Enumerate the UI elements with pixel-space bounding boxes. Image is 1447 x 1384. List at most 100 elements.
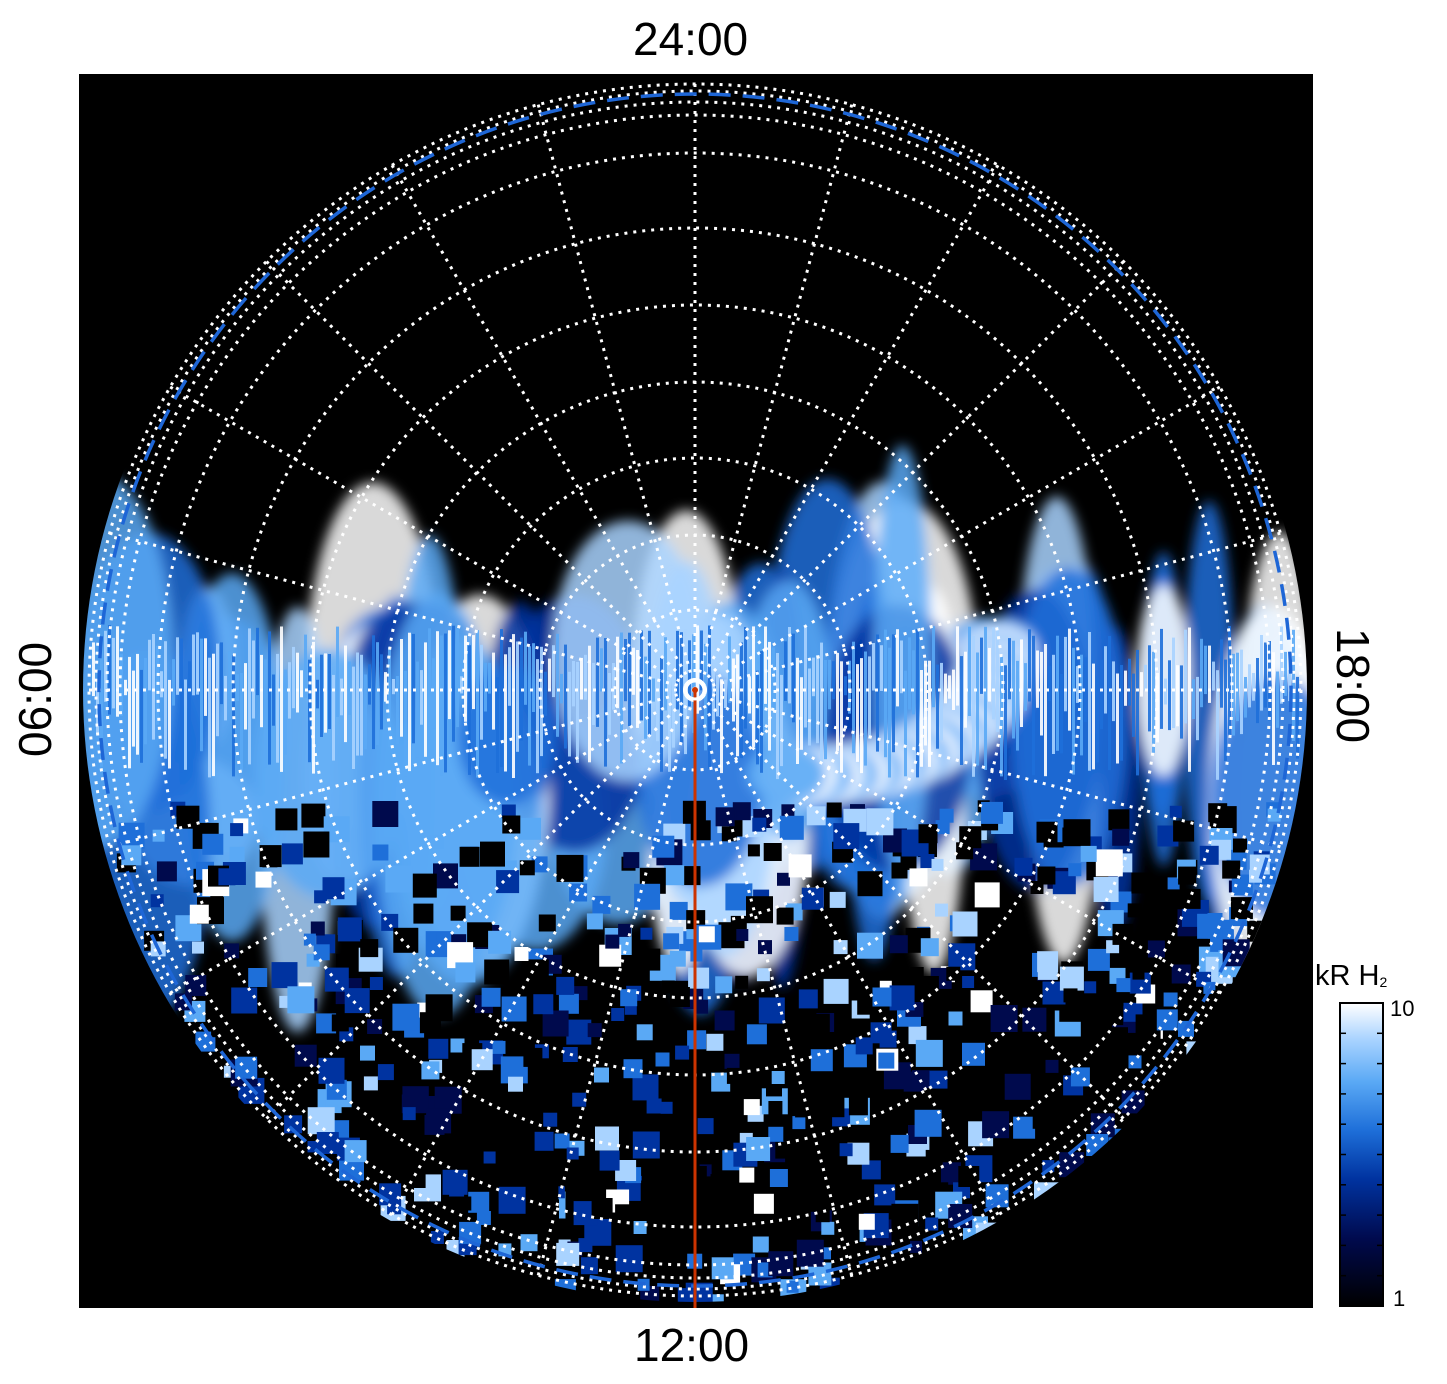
emission-spike <box>220 642 223 705</box>
emission-spike <box>280 626 283 772</box>
emission-pixel <box>847 1142 870 1165</box>
emission-spike <box>568 671 571 757</box>
emission-spike <box>540 646 543 757</box>
emission-pixel <box>798 989 818 1009</box>
emission-spike <box>1172 637 1175 729</box>
emission-spike <box>1072 647 1075 775</box>
emission-pixel <box>1045 1059 1059 1073</box>
emission-pixel <box>174 993 192 1011</box>
emission-pixel <box>457 1196 472 1211</box>
emission-spike <box>264 659 267 768</box>
emission-spike <box>760 651 763 773</box>
emission-spike <box>92 642 95 697</box>
emission-pixel <box>698 926 715 943</box>
emission-pixel <box>681 866 701 886</box>
emission-spike <box>472 635 475 710</box>
emission-pixel <box>971 975 985 989</box>
emission-spike <box>116 626 119 717</box>
emission-pixel <box>769 1169 788 1187</box>
emission-pixel <box>912 976 939 1002</box>
label-noon: 12:00 <box>634 1319 750 1371</box>
emission-spike <box>108 625 111 715</box>
emission-spike <box>900 640 903 694</box>
emission-pixel <box>890 1134 909 1153</box>
emission-pixel <box>908 1026 927 1045</box>
emission-spike <box>708 625 711 769</box>
emission-spike <box>1140 672 1143 697</box>
emission-spike <box>1256 658 1259 724</box>
emission-pixel <box>586 913 603 930</box>
emission-spike <box>1076 666 1079 703</box>
emission-spike <box>480 644 483 740</box>
emission-spike <box>1292 629 1295 741</box>
emission-pixel <box>152 829 165 842</box>
emission-pixel <box>520 1234 538 1252</box>
emission-pixel <box>709 1229 733 1253</box>
emission-pixel <box>1052 871 1076 895</box>
emission-pixel <box>591 1050 608 1067</box>
emission-pixel <box>421 1061 440 1080</box>
emission-pixel <box>1116 978 1131 993</box>
emission-pixel <box>784 927 799 941</box>
emission-spike <box>144 657 147 745</box>
emission-pixel <box>962 976 975 988</box>
emission-pixel <box>619 1090 632 1103</box>
emission-spike <box>368 664 371 705</box>
emission-pixel <box>1108 809 1130 831</box>
emission-spike <box>896 629 899 707</box>
emission-pixel <box>566 1147 579 1160</box>
emission-spike <box>1032 635 1035 776</box>
emission-pixel <box>918 824 938 844</box>
emission-pixel <box>1163 992 1178 1007</box>
emission-pixel <box>402 1165 426 1188</box>
emission-pixel <box>874 1184 896 1206</box>
emission-pixel <box>855 1037 873 1055</box>
emission-spike <box>324 653 327 733</box>
emission-pixel <box>826 802 842 818</box>
emission-pixel <box>514 947 529 961</box>
emission-spike <box>552 645 555 698</box>
emission-spike <box>808 668 811 746</box>
emission-spike <box>576 662 579 763</box>
emission-pixel <box>281 843 303 865</box>
emission-spike <box>1268 641 1271 721</box>
emission-pixel <box>1004 947 1022 965</box>
emission-spike <box>1112 661 1115 722</box>
emission-pixel <box>1180 888 1201 909</box>
emission-pixel <box>363 1076 378 1091</box>
emission-pixel <box>768 1126 784 1142</box>
emission-spike <box>660 657 663 772</box>
emission-pixel <box>935 903 948 917</box>
emission-pixel <box>1014 961 1038 985</box>
label-dawn: 06:00 <box>9 641 61 757</box>
label-dusk: 18:00 <box>1327 628 1379 744</box>
emission-pixel <box>615 1245 643 1273</box>
emission-spike <box>1168 660 1171 731</box>
emission-pixel <box>939 808 954 823</box>
emission-spike <box>1228 626 1231 736</box>
emission-pixel <box>554 1133 570 1149</box>
emission-spike <box>1160 628 1163 729</box>
emission-pixel <box>480 841 505 867</box>
emission-spike <box>228 651 231 700</box>
pole-marker <box>684 679 706 701</box>
emission-pixel <box>538 914 556 932</box>
emission-pixel <box>952 911 978 937</box>
emission-pixel <box>176 805 200 829</box>
meridian-line <box>109 531 696 692</box>
emission-spike <box>1272 652 1275 765</box>
emission-pixel <box>121 845 142 866</box>
emission-spike <box>112 637 115 709</box>
emission-pixel <box>710 1174 736 1200</box>
emission-pixel <box>821 1221 835 1235</box>
emission-spike <box>248 628 251 765</box>
meridian-line <box>693 260 1125 692</box>
emission-pixel <box>1037 866 1056 885</box>
emission-spike <box>836 652 839 751</box>
emission-pixel <box>1080 845 1097 862</box>
emission-glow <box>83 471 174 850</box>
emission-spike <box>772 647 775 709</box>
emission-spike <box>272 674 275 726</box>
emission-pixel <box>638 948 661 971</box>
emission-pixel <box>1063 819 1091 847</box>
